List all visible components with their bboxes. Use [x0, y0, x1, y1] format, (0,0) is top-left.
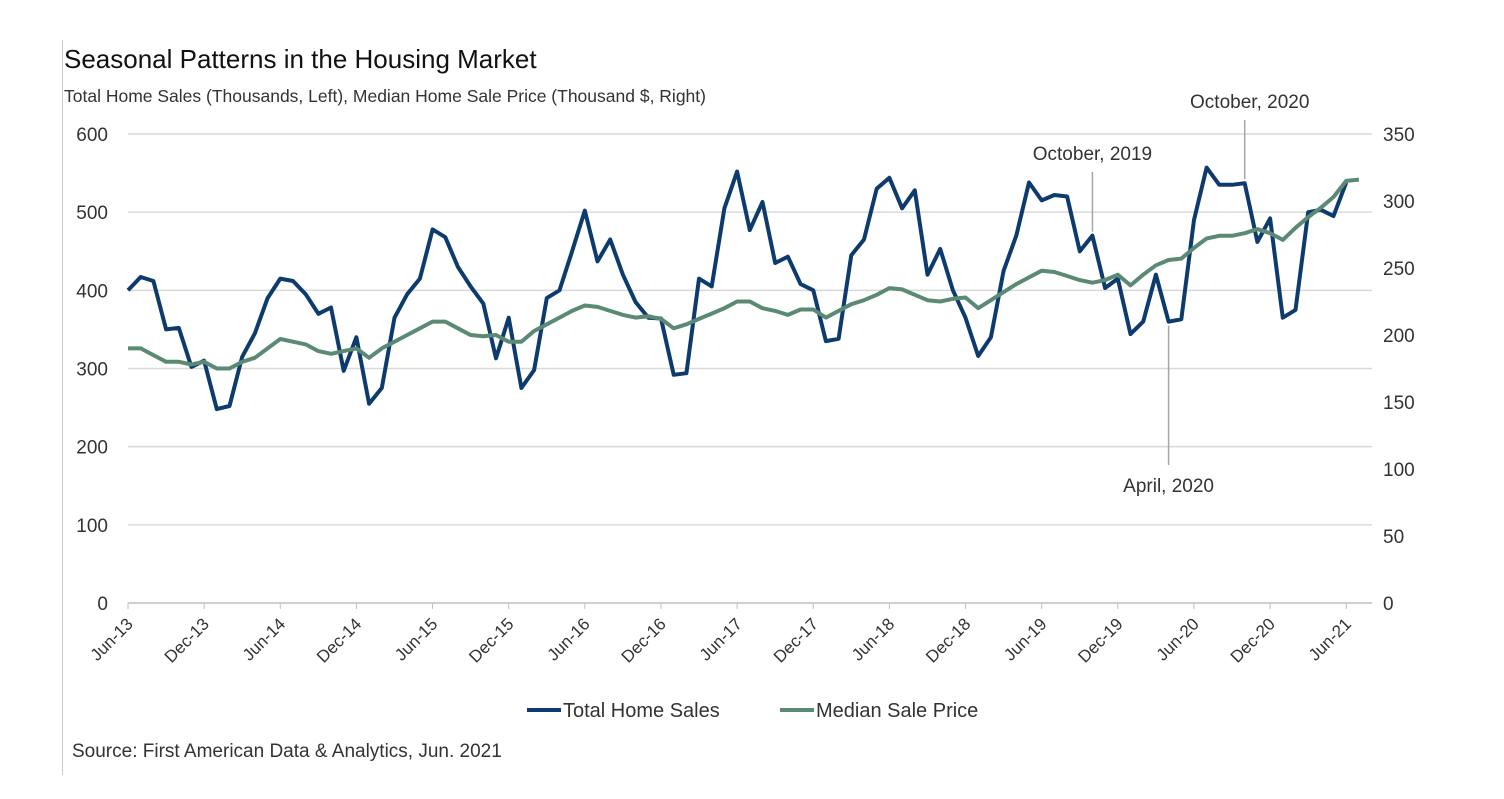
- y-left-tick-label: 300: [76, 360, 108, 381]
- series-line-median-sale-price: [128, 177, 1360, 371]
- x-tick-label: Dec-17: [770, 614, 822, 666]
- legend-label: Median Sale Price: [816, 700, 978, 722]
- x-tick-label: Jun-21: [1305, 614, 1355, 664]
- y-left-tick-label: 500: [76, 203, 108, 224]
- x-tick-label: Jun-15: [391, 614, 441, 664]
- y-left-tick-label: 600: [76, 125, 108, 146]
- chart-subtitle: Total Home Sales (Thousands, Left), Medi…: [64, 86, 706, 106]
- x-tick-label: Dec-18: [922, 614, 974, 666]
- y-right-tick-label: 300: [1383, 192, 1415, 213]
- y-left-tick-label: 0: [97, 594, 108, 615]
- y-right-tick-label: 50: [1383, 527, 1404, 548]
- x-tick-label: Dec-20: [1227, 614, 1279, 666]
- source-note: Source: First American Data & Analytics,…: [72, 741, 502, 762]
- y-right-tick-label: 350: [1383, 125, 1415, 146]
- left-border: [62, 40, 63, 775]
- x-tick-label: Dec-19: [1074, 614, 1126, 666]
- legend-label: Total Home Sales: [563, 700, 720, 722]
- y-right-tick-label: 0: [1383, 594, 1394, 615]
- y-left-tick-label: 100: [76, 516, 108, 537]
- x-tick-label: Jun-16: [543, 614, 593, 664]
- annotation-label: October, 2020: [1190, 92, 1309, 113]
- x-tick-label: Dec-15: [465, 614, 517, 666]
- chart-title: Seasonal Patterns in the Housing Market: [64, 44, 537, 74]
- y-right-tick-label: 250: [1383, 259, 1415, 280]
- annotation-label: April, 2020: [1123, 476, 1214, 497]
- x-tick-label: Jun-18: [848, 614, 898, 664]
- x-tick-label: Dec-14: [313, 614, 365, 666]
- annotation-label: October, 2019: [1033, 144, 1152, 165]
- x-tick-label: Jun-20: [1153, 614, 1203, 664]
- x-tick-label: Jun-17: [696, 614, 746, 664]
- x-tick-label: Jun-13: [87, 614, 137, 664]
- y-right-tick-label: 200: [1383, 326, 1415, 347]
- x-tick-label: Jun-19: [1000, 614, 1050, 664]
- y-right-tick-label: 100: [1383, 460, 1415, 481]
- y-right-tick-label: 150: [1383, 393, 1415, 414]
- y-left-tick-label: 400: [76, 281, 108, 302]
- y-left-tick-label: 200: [76, 438, 108, 459]
- x-tick-label: Jun-14: [239, 614, 289, 664]
- x-tick-label: Dec-16: [618, 614, 670, 666]
- x-tick-label: Dec-13: [161, 614, 213, 666]
- series-line-total-home-sales: [126, 165, 1349, 412]
